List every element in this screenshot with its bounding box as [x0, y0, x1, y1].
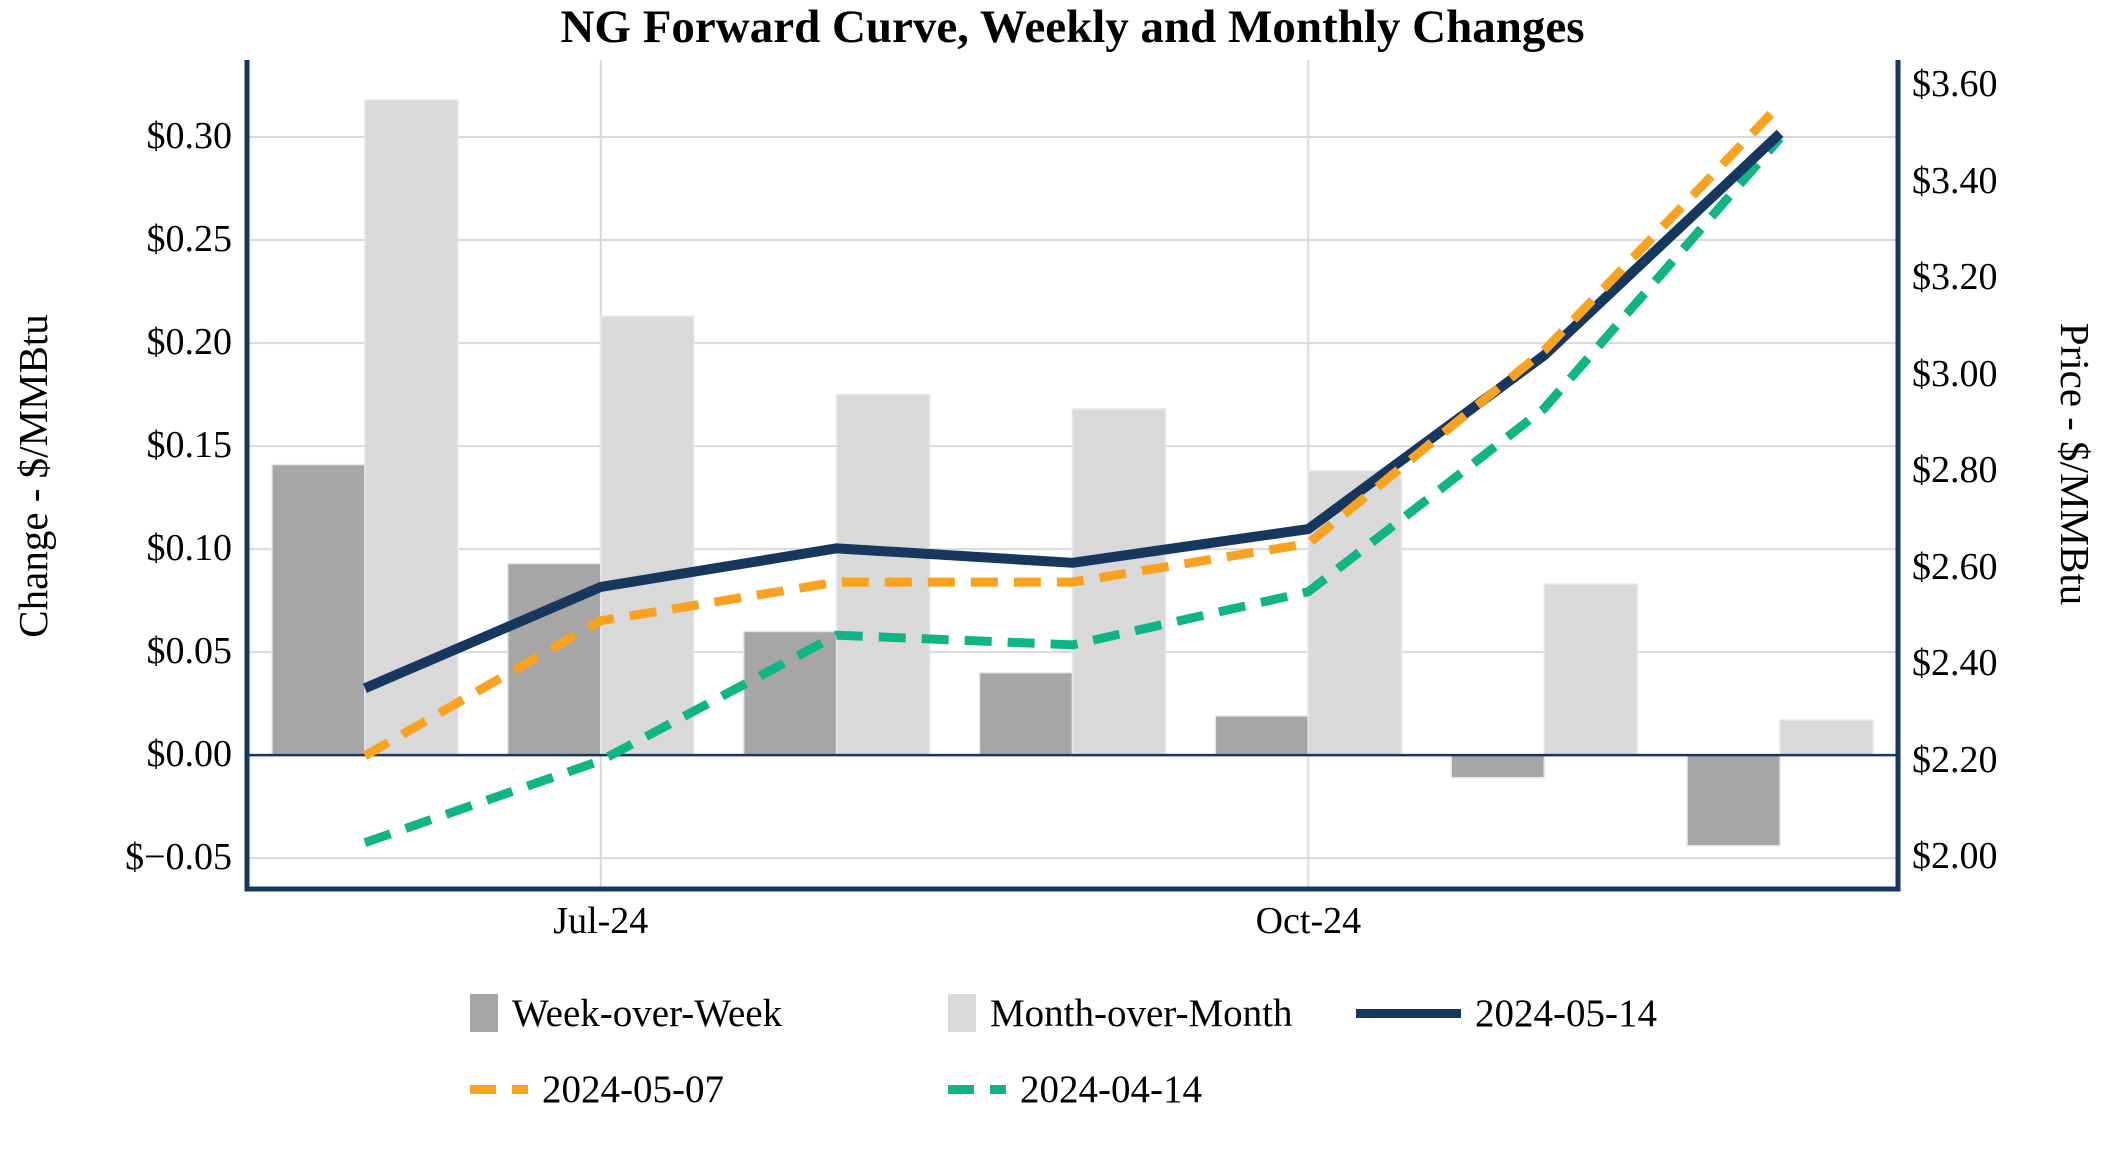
tick-label: $2.20 [1912, 738, 1998, 781]
legend-label: 2024-05-14 [1475, 991, 1657, 1035]
bar-week-over-week [978, 671, 1074, 756]
bar-month-over-month [835, 393, 931, 756]
bar-week-over-week [1450, 754, 1545, 779]
tick-label: $0.05 [146, 630, 233, 673]
legend-item-week-over-week: Week-over-Week [470, 986, 948, 1040]
tick-label: $0.30 [146, 115, 233, 158]
line-2024-04-14 [363, 135, 1784, 847]
legend-label: 2024-04-14 [1020, 1067, 1202, 1111]
plot-frame [244, 60, 1901, 892]
legend-row-2: 2024-05-07 2024-04-14 [470, 1062, 1657, 1116]
bar-swatch-icon [470, 994, 498, 1032]
bar-week-over-week [1686, 754, 1781, 847]
chart-title: NG Forward Curve, Weekly and Monthly Cha… [560, 1, 1585, 53]
tick-label: $3.00 [1912, 352, 1998, 395]
dashed-line-swatch-icon [948, 1084, 1006, 1094]
legend-item-2024-05-14: 2024-05-14 [1356, 986, 1657, 1040]
tick-label: $3.20 [1912, 256, 1998, 299]
bar-month-over-month [1779, 719, 1874, 756]
tick-label: $2.40 [1912, 642, 1998, 685]
legend-label: Week-over-Week [512, 991, 783, 1035]
tick-label: $0.10 [146, 527, 233, 570]
bar-month-over-month [364, 99, 459, 756]
tick-label: Oct-24 [1255, 900, 1362, 942]
tick-label: $2.00 [1912, 835, 1998, 878]
dashed-line-swatch-icon [470, 1084, 528, 1094]
bar-month-over-month [1543, 583, 1638, 756]
right-axis-title: Price - $/MMBtu [2052, 322, 2098, 606]
legend-item-2024-05-07: 2024-05-07 [470, 1062, 948, 1116]
bar-month-over-month [600, 315, 695, 756]
tick-label: Jul-24 [553, 900, 649, 942]
tick-label: $0.25 [146, 218, 233, 261]
tick-label: $0.00 [146, 733, 233, 776]
bar-week-over-week [271, 463, 366, 756]
tick-label: $0.15 [146, 424, 233, 467]
bar-week-over-week [1214, 715, 1310, 756]
legend-label: Month-over-Month [990, 991, 1293, 1035]
legend-label: 2024-05-07 [542, 1067, 724, 1111]
bar-month-over-month [1071, 408, 1167, 756]
tick-label: $2.60 [1912, 545, 1998, 588]
tick-label: $−0.05 [125, 836, 232, 879]
legend: Week-over-Week Month-over-Month 2024-05-… [470, 986, 1657, 1138]
line-swatch-icon [1356, 1008, 1461, 1018]
legend-item-2024-04-14: 2024-04-14 [948, 1062, 1202, 1116]
legend-row-1: Week-over-Week Month-over-Month 2024-05-… [470, 986, 1657, 1040]
legend-item-month-over-month: Month-over-Month [948, 986, 1356, 1040]
line-2024-05-14 [362, 129, 1784, 693]
tick-label: $0.20 [146, 321, 233, 364]
tick-label: $3.60 [1912, 63, 1998, 106]
bar-swatch-icon [948, 994, 976, 1032]
line-2024-05-07 [362, 101, 1784, 760]
tick-label: $3.40 [1912, 159, 1998, 202]
tick-label: $2.80 [1912, 449, 1998, 492]
bar-week-over-week [742, 630, 838, 756]
